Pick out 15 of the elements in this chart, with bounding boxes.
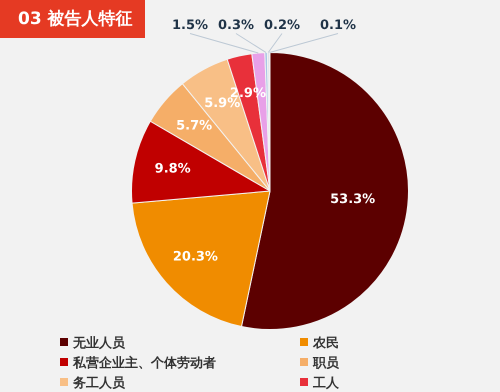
chart-title: 03 被告人特征 xyxy=(0,0,145,38)
legend-label: 职员 xyxy=(312,355,340,372)
data-label: 53.3% xyxy=(330,192,376,207)
data-label: 0.3% xyxy=(218,18,254,33)
legend-label: 农民 xyxy=(312,335,340,352)
data-label: 9.8% xyxy=(154,162,191,177)
data-label: 5.7% xyxy=(176,118,212,134)
legend-label: 务工人员 xyxy=(72,375,126,392)
data-label: 1.5% xyxy=(172,18,208,33)
legend-label: 私营企业主、个体劳动者 xyxy=(72,354,217,372)
legend-label: 工人 xyxy=(312,375,340,392)
legend-label: 无业人员 xyxy=(72,335,126,352)
data-label: 0.1% xyxy=(320,18,356,33)
data-label: 20.3% xyxy=(172,250,218,265)
data-label: 0.2% xyxy=(264,18,300,33)
